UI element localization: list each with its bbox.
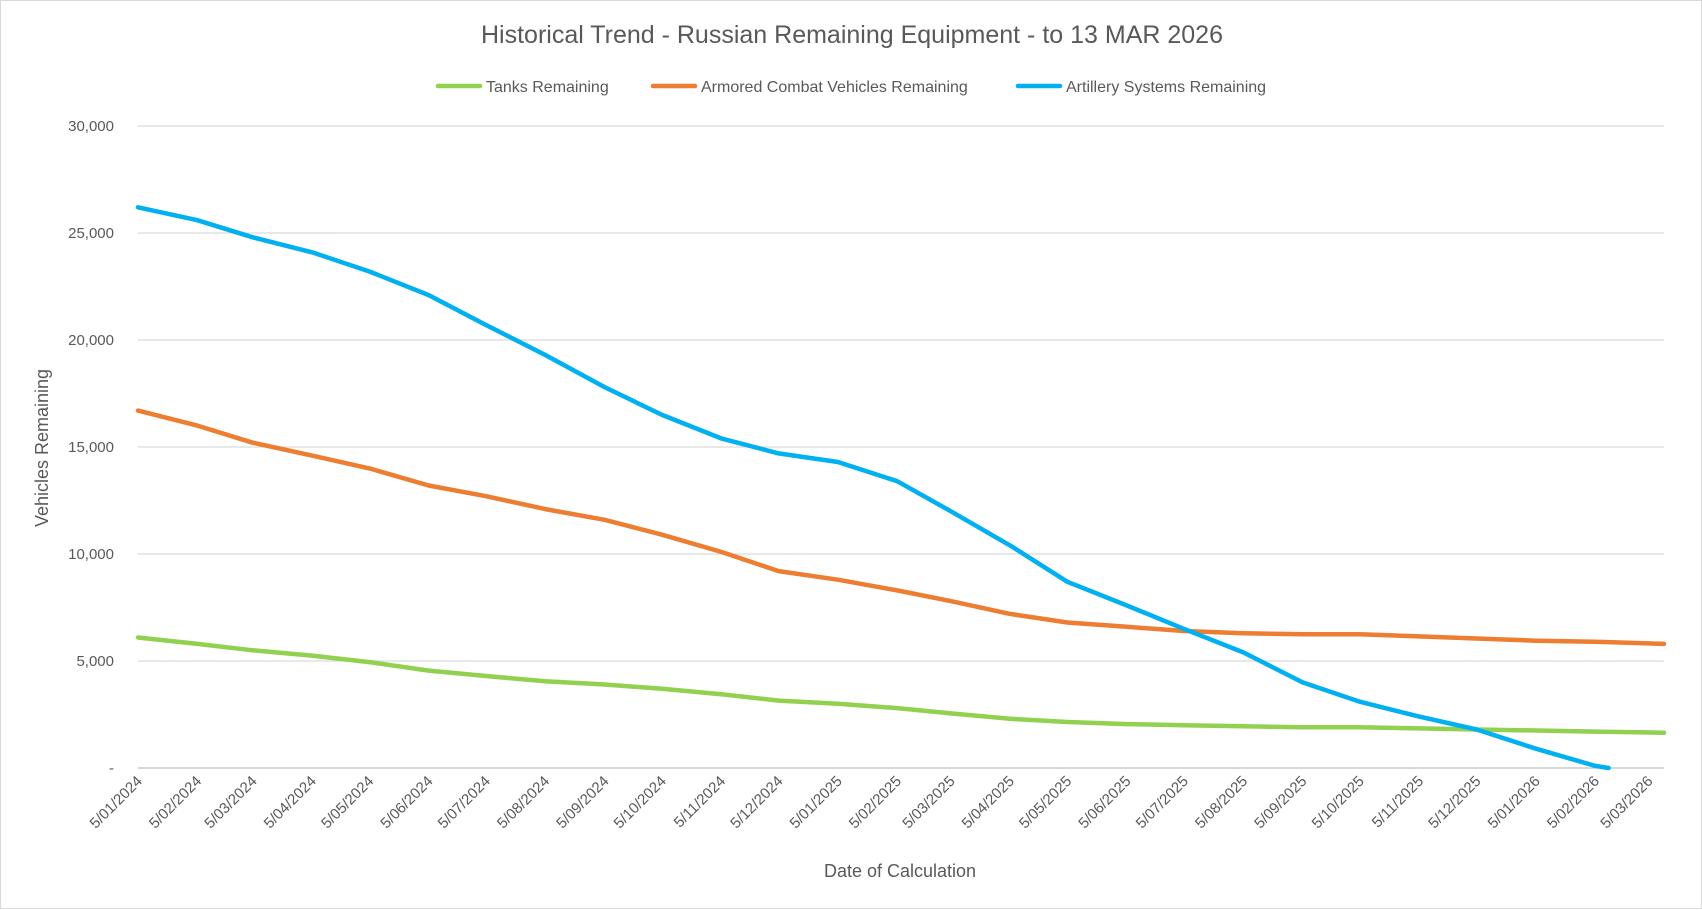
x-tick-label: 5/01/2025 (787, 773, 846, 832)
x-tick-label: 5/05/2024 (318, 773, 377, 832)
x-tick-label: 5/03/2026 (1597, 773, 1656, 832)
chart-title: Historical Trend - Russian Remaining Equ… (481, 21, 1223, 49)
x-tick-label: 5/01/2026 (1484, 773, 1543, 832)
legend-label: Tanks Remaining (486, 79, 609, 96)
legend-label: Artillery Systems Remaining (1066, 79, 1266, 96)
y-axis-ticks: - 5,000 10,000 15,000 20,000 25,000 30,000 (68, 118, 114, 777)
series-line-2 (135, 408, 1667, 647)
x-tick-label: 5/02/2025 (846, 773, 905, 832)
y-tick-label: 30,000 (68, 118, 114, 135)
x-tick-label: 5/04/2025 (959, 773, 1018, 832)
x-tick-label: 5/11/2024 (671, 773, 729, 831)
legend-item: Artillery Systems Remaining (1015, 79, 1266, 96)
x-tick-label: 5/07/2025 (1133, 773, 1192, 832)
x-tick-label: 5/03/2024 (201, 773, 260, 832)
y-axis-title: Vehicles Remaining (32, 369, 52, 527)
series-line-3 (135, 205, 1611, 771)
x-tick-label: 5/02/2026 (1544, 773, 1603, 832)
gridlines (138, 125, 1664, 769)
legend-item: Armored Combat Vehicles Remaining (650, 79, 968, 96)
x-tick-label: 5/06/2025 (1075, 773, 1134, 832)
x-tick-label: 5/08/2024 (494, 773, 553, 832)
y-tick-label: 10,000 (68, 546, 114, 563)
y-tick-label: - (109, 760, 114, 777)
x-tick-label: 5/09/2024 (553, 773, 612, 832)
chart-legend: Tanks Remaining Armored Combat Vehicles R… (435, 79, 1266, 96)
y-tick-label: 20,000 (68, 332, 114, 349)
x-tick-label: 5/08/2025 (1192, 773, 1251, 832)
x-tick-label: 5/10/2025 (1309, 773, 1368, 832)
legend-item: Tanks Remaining (435, 79, 609, 96)
y-tick-label: 15,000 (68, 439, 114, 456)
x-tick-label: 5/12/2024 (727, 773, 786, 832)
x-axis-title: Date of Calculation (824, 861, 976, 881)
x-tick-label: 5/05/2025 (1016, 773, 1075, 832)
x-tick-label: 5/09/2025 (1251, 773, 1310, 832)
legend-label: Armored Combat Vehicles Remaining (701, 79, 968, 96)
x-tick-label: 5/11/2025 (1369, 773, 1427, 831)
x-tick-label: 5/12/2025 (1425, 773, 1484, 832)
x-tick-label: 5/04/2024 (261, 773, 320, 832)
x-tick-label: 5/07/2024 (435, 773, 494, 832)
series-lines (135, 205, 1667, 771)
y-tick-label: 25,000 (68, 225, 114, 242)
x-tick-label: 5/01/2024 (87, 773, 146, 832)
series-line-1 (135, 635, 1667, 735)
x-tick-label: 5/06/2024 (377, 773, 436, 832)
y-tick-label: 5,000 (76, 653, 114, 670)
x-tick-label: 5/02/2024 (146, 773, 205, 832)
x-tick-label: 5/10/2024 (611, 773, 670, 832)
x-tick-label: 5/03/2025 (899, 773, 958, 832)
